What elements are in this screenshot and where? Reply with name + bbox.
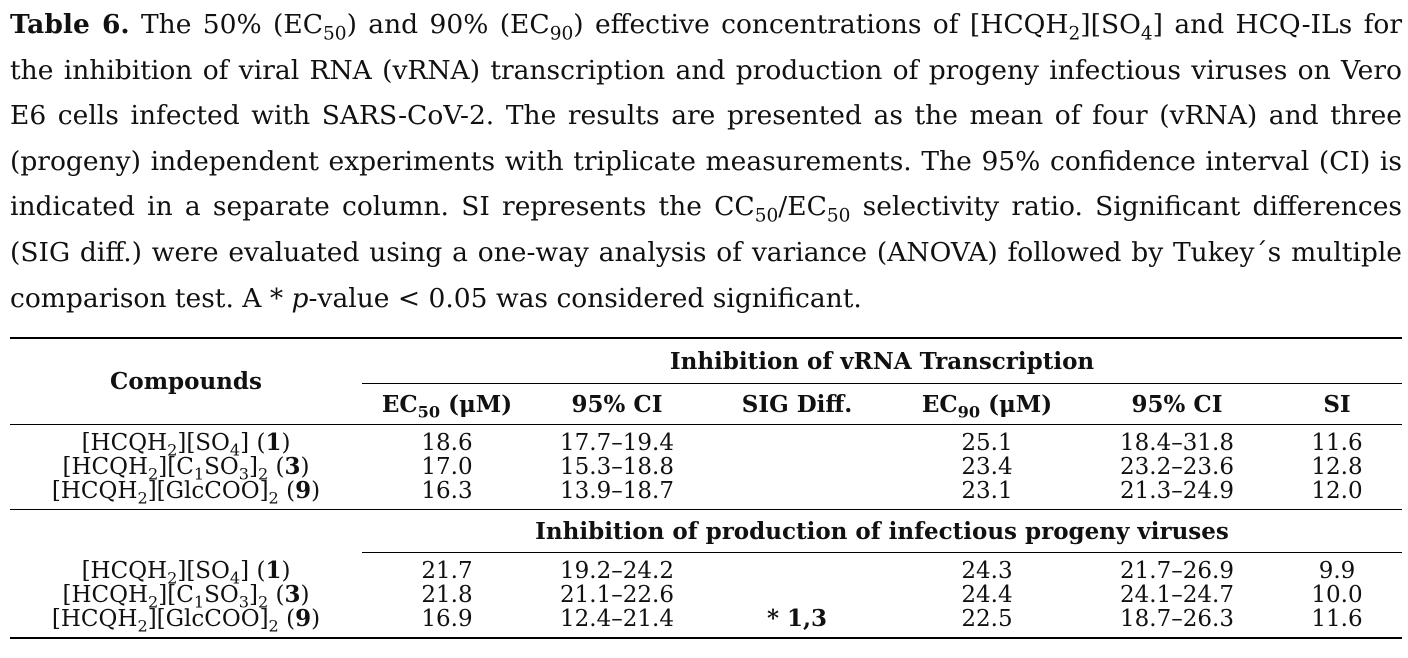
table-row: [HCQH2][SO4] (1) 21.7 19.2–24.2 24.3 21.7–2… [10, 553, 1402, 588]
table-row: [HCQH2][GlcCOO]2 (9) 16.3 13.9–18.7 23.1 21… [10, 479, 1402, 510]
table-row: [HCQH2][C1SO3]2 (3) 21.8 21.1–22.6 24.4 24.… [10, 581, 1402, 612]
compounds-header: Compounds [110, 368, 262, 395]
section1-title: Inhibition of vRNA Transcription [362, 338, 1402, 384]
col-ec90: EC90 (μM) [921, 390, 1053, 422]
table-row: [HCQH2][GlcCOO]2 (9) 16.9 12.4–21.4 * 1,3 2… [10, 607, 1402, 638]
col-ec50: EC50 (μM) [381, 390, 513, 422]
compound-cell: [HCQH2][C1SO3]2 (3) [62, 453, 310, 484]
table-caption: Table 6. The 50% (EC50) and 90% (EC90) e… [10, 9, 1402, 314]
compound-cell: [HCQH2][GlcCOO]2 (9) [51, 477, 321, 508]
compound-cell: [HCQH2][C1SO3]2 (3) [62, 581, 310, 612]
col-si: SI [1323, 390, 1351, 418]
compound-cell: [HCQH2][SO4] (1) [81, 429, 291, 460]
table-row: [HCQH2][C1SO3]2 (3) 17.0 15.3–18.8 23.4 23.… [10, 453, 1402, 484]
table-row: [HCQH2][SO4] (1) 18.6 17.7–19.4 25.1 18.4–3… [10, 424, 1402, 460]
sig-cell: * 1,3 [766, 605, 828, 632]
col-sig: SIG Diff. [741, 390, 853, 418]
caption-label: Table 6. [10, 9, 130, 40]
compound-cell: [HCQH2][SO4] (1) [81, 556, 291, 588]
section2-title: Inhibition of production of infectious p… [362, 509, 1402, 553]
col-ci2: 95% CI [1131, 390, 1223, 418]
results-table: Compounds Inhibition of vRNA Transcripti… [10, 337, 1402, 639]
col-ci: 95% CI [571, 390, 663, 418]
compound-cell: [HCQH2][GlcCOO]2 (9) [51, 605, 321, 636]
